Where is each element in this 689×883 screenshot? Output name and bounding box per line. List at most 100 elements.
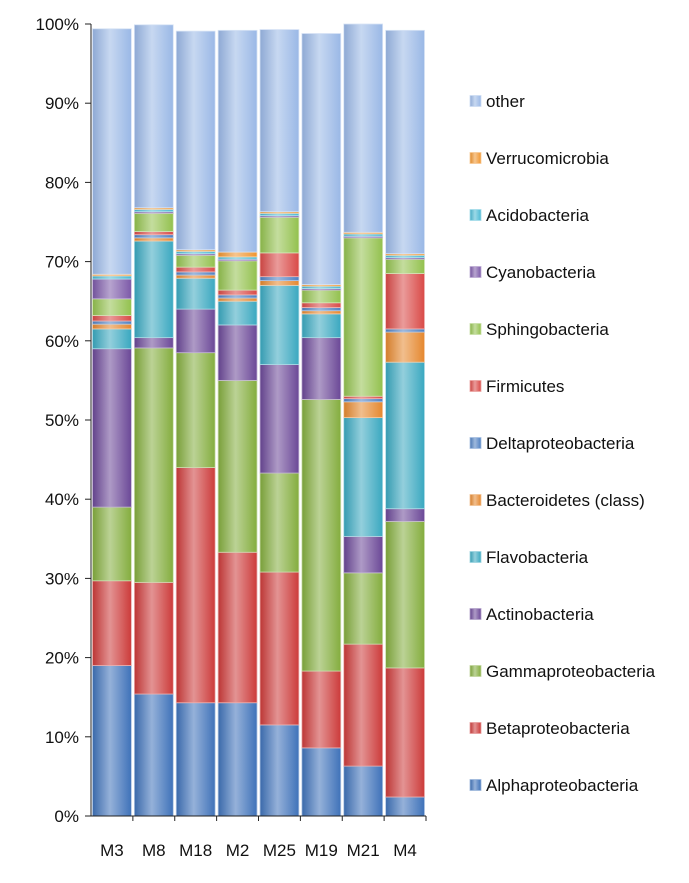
legend-item: Acidobacteria: [469, 206, 590, 225]
bar-segment-M21-alphaproteobacteria: [343, 765, 384, 817]
bar-segment-M4-flavobacteria: [385, 361, 425, 510]
bar-segment-M25-sphingobacteria: [259, 216, 300, 254]
bar-segment-M18-gammaproteobacteria: [175, 352, 216, 468]
bar-segment-M25-alphaproteobacteria: [259, 724, 300, 817]
bar-segment-M4-deltaproteobacteria: [385, 328, 425, 333]
bar-segment-M19-deltaproteobacteria: [301, 307, 342, 312]
bar-segment-M8-other: [133, 24, 174, 209]
legend-label: Alphaproteobacteria: [486, 776, 639, 795]
bar-segment-M18-actinobacteria: [175, 308, 216, 354]
y-tick-label: 100%: [36, 15, 79, 34]
legend-item: Sphingobacteria: [469, 320, 609, 339]
legend-item: Bacteroidetes (class): [469, 491, 645, 510]
legend-label: Gammaproteobacteria: [486, 662, 656, 681]
bar-segment-M19-alphaproteobacteria: [301, 747, 342, 817]
bar-segment-M3-flavobacteria: [92, 328, 132, 350]
x-tick-label: M4: [393, 841, 417, 860]
bar-stack-M4: [385, 29, 425, 817]
legend-item: Alphaproteobacteria: [469, 776, 639, 795]
legend-swatch: [469, 209, 482, 221]
bar-segment-M21-actinobacteria: [343, 536, 384, 574]
bar-segment-M3-gammaproteobacteria: [92, 506, 132, 582]
legend-label: Sphingobacteria: [486, 320, 609, 339]
y-tick-label: 10%: [45, 728, 79, 747]
bar-segment-M4-actinobacteria: [385, 508, 425, 522]
bar-segment-M25-firmicutes: [259, 252, 300, 278]
bar-segment-M25-flavobacteria: [259, 284, 300, 365]
bar-segment-M19-bacteroidetes-class-: [301, 310, 342, 315]
bar-segment-M2-betaproteobacteria: [217, 551, 258, 704]
legend: other Verrucomicrobia Acidobacteria Cyanoba…: [469, 92, 656, 795]
legend-swatch: [469, 722, 482, 734]
bar-segment-M2-deltaproteobacteria: [217, 294, 258, 299]
y-tick-label: 70%: [45, 253, 79, 272]
y-tick-label: 20%: [45, 649, 79, 668]
legend-item: other: [469, 92, 525, 111]
bar-segment-M8-flavobacteria: [133, 240, 174, 339]
bar-stack-M8: [133, 24, 174, 817]
y-tick-label: 90%: [45, 94, 79, 113]
bar-segment-M4-sphingobacteria: [385, 258, 425, 274]
legend-label: Cyanobacteria: [486, 263, 596, 282]
bar-segment-M8-bacteroidetes-class-: [133, 237, 174, 242]
legend-item: Betaproteobacteria: [469, 719, 630, 738]
bar-segment-M8-gammaproteobacteria: [133, 347, 174, 583]
bar-segment-M3-sphingobacteria: [92, 298, 132, 316]
bar-segment-M2-actinobacteria: [217, 324, 258, 381]
bar-segment-M4-alphaproteobacteria: [385, 796, 425, 817]
y-tick-label: 60%: [45, 332, 79, 351]
bar-segment-M21-sphingobacteria: [343, 237, 384, 397]
bar-segment-M2-other: [217, 29, 258, 253]
legend-swatch: [469, 323, 482, 335]
bar-stack-M3: [92, 28, 132, 817]
legend-swatch: [469, 608, 482, 620]
bar-segment-M2-bacteroidetes-class-: [217, 297, 258, 302]
x-tick-label: M3: [100, 841, 124, 860]
bar-segment-M8-deltaproteobacteria: [133, 234, 174, 239]
bar-segment-M4-bacteroidetes-class-: [385, 331, 425, 363]
bar-segment-M3-firmicutes: [92, 315, 132, 322]
bar-segment-M2-sphingobacteria: [217, 260, 258, 291]
bar-segment-M3-deltaproteobacteria: [92, 320, 132, 325]
bar-segment-M21-other: [343, 23, 384, 233]
legend-item: Actinobacteria: [469, 605, 594, 624]
legend-label: Betaproteobacteria: [486, 719, 630, 738]
bar-stack-M2: [217, 29, 258, 817]
legend-swatch: [469, 779, 482, 791]
bar-stack-M21: [343, 23, 384, 817]
bar-segment-M2-verrucomicrobia: [217, 251, 258, 258]
bar-segment-M19-betaproteobacteria: [301, 670, 342, 749]
bar-segment-M25-bacteroidetes-class-: [259, 280, 300, 286]
legend-swatch: [469, 380, 482, 392]
bar-stack-M18: [175, 30, 216, 817]
legend-label: Firmicutes: [486, 377, 564, 396]
bar-segment-M19-actinobacteria: [301, 337, 342, 400]
legend-label: Flavobacteria: [486, 548, 589, 567]
legend-item: Verrucomicrobia: [469, 149, 609, 168]
bar-segment-M8-firmicutes: [133, 231, 174, 236]
bar-segment-M2-firmicutes: [217, 289, 258, 296]
legend-item: Firmicutes: [469, 377, 564, 396]
bar-segment-M18-sphingobacteria: [175, 254, 216, 268]
x-tick-label: M18: [179, 841, 212, 860]
y-tick-label: 80%: [45, 173, 79, 192]
y-tick-label: 50%: [45, 411, 79, 430]
bar-segment-M2-alphaproteobacteria: [217, 702, 258, 817]
bar-segment-M18-bacteroidetes-class-: [175, 274, 216, 279]
bars-layer: [92, 23, 425, 817]
bar-stack-M19: [301, 33, 342, 817]
legend-label: Actinobacteria: [486, 605, 594, 624]
bar-segment-M19-firmicutes: [301, 302, 342, 308]
bar-segment-M21-bacteroidetes-class-: [343, 401, 384, 419]
bar-segment-M8-alphaproteobacteria: [133, 693, 174, 817]
bar-segment-M19-flavobacteria: [301, 313, 342, 339]
bar-segment-M21-gammaproteobacteria: [343, 572, 384, 645]
bar-segment-M25-actinobacteria: [259, 364, 300, 474]
bar-segment-M3-bacteroidetes-class-: [92, 323, 132, 330]
legend-item: Deltaproteobacteria: [469, 434, 635, 453]
legend-swatch: [469, 266, 482, 278]
bar-segment-M18-flavobacteria: [175, 277, 216, 310]
x-tick-label: M8: [142, 841, 166, 860]
x-tick-label: M2: [226, 841, 250, 860]
